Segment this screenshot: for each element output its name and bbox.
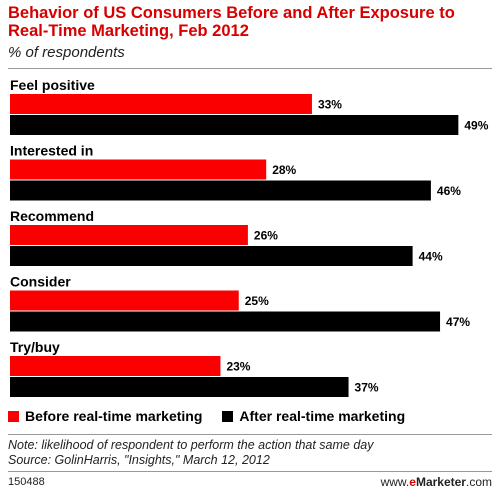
chart-notes: Note: likelihood of respondent to perfor… — [8, 438, 374, 468]
category-label: Feel positive — [10, 77, 95, 93]
bar-before — [10, 356, 221, 376]
bar-after — [10, 180, 431, 201]
chart-legend: Before real-time marketing After real-ti… — [8, 408, 425, 424]
brand-name: Marketer — [415, 475, 466, 489]
chart-title: Behavior of US Consumers Before and Afte… — [8, 4, 455, 40]
source-text: Source: GolinHarris, "Insights," March 1… — [8, 453, 270, 467]
legend-label-after: After real-time marketing — [239, 408, 406, 424]
value-label-before: 26% — [254, 229, 278, 243]
value-label-after: 49% — [464, 119, 488, 133]
value-label-after: 44% — [419, 250, 443, 264]
top-divider — [8, 68, 492, 69]
value-label-before: 33% — [318, 98, 342, 112]
chart-subtitle: % of respondents — [8, 44, 125, 61]
legend-item-before: Before real-time marketing — [8, 408, 202, 424]
bar-before — [10, 94, 312, 114]
bar-after — [10, 115, 459, 135]
brand-prefix: www. — [380, 475, 410, 489]
legend-swatch-after — [222, 410, 234, 422]
note-text: Note: likelihood of respondent to perfor… — [8, 438, 374, 452]
bar-after — [10, 377, 349, 397]
brand-e: e — [409, 475, 416, 489]
brand-link[interactable]: www.eMarketer.com — [381, 475, 492, 489]
legend-item-after: After real-time marketing — [222, 408, 405, 424]
legend-swatch-before — [8, 410, 19, 422]
category-label: Recommend — [10, 208, 94, 224]
value-label-after: 47% — [446, 315, 470, 329]
value-label-before: 25% — [245, 294, 269, 308]
bar-after — [10, 246, 413, 266]
category-label: Interested in — [10, 143, 93, 159]
value-label-before: 23% — [226, 360, 250, 374]
bar-before — [10, 159, 267, 180]
legend-label-before: Before real-time marketing — [25, 408, 203, 424]
category-label: Consider — [10, 274, 71, 290]
bar-before — [10, 290, 239, 311]
category-label: Try/buy — [10, 339, 60, 355]
footer-divider — [8, 471, 492, 472]
bar-chart: Feel positive 33% 49% Interested in 28% 46% Re… — [10, 77, 489, 397]
note-divider — [8, 434, 492, 435]
value-label-after: 37% — [355, 381, 379, 395]
bar-before — [10, 225, 248, 245]
value-label-before: 28% — [272, 163, 296, 177]
value-label-after: 46% — [437, 184, 461, 198]
chart-id: 150488 — [8, 476, 45, 488]
bar-after — [10, 311, 441, 332]
brand-suffix: .com — [465, 475, 492, 489]
